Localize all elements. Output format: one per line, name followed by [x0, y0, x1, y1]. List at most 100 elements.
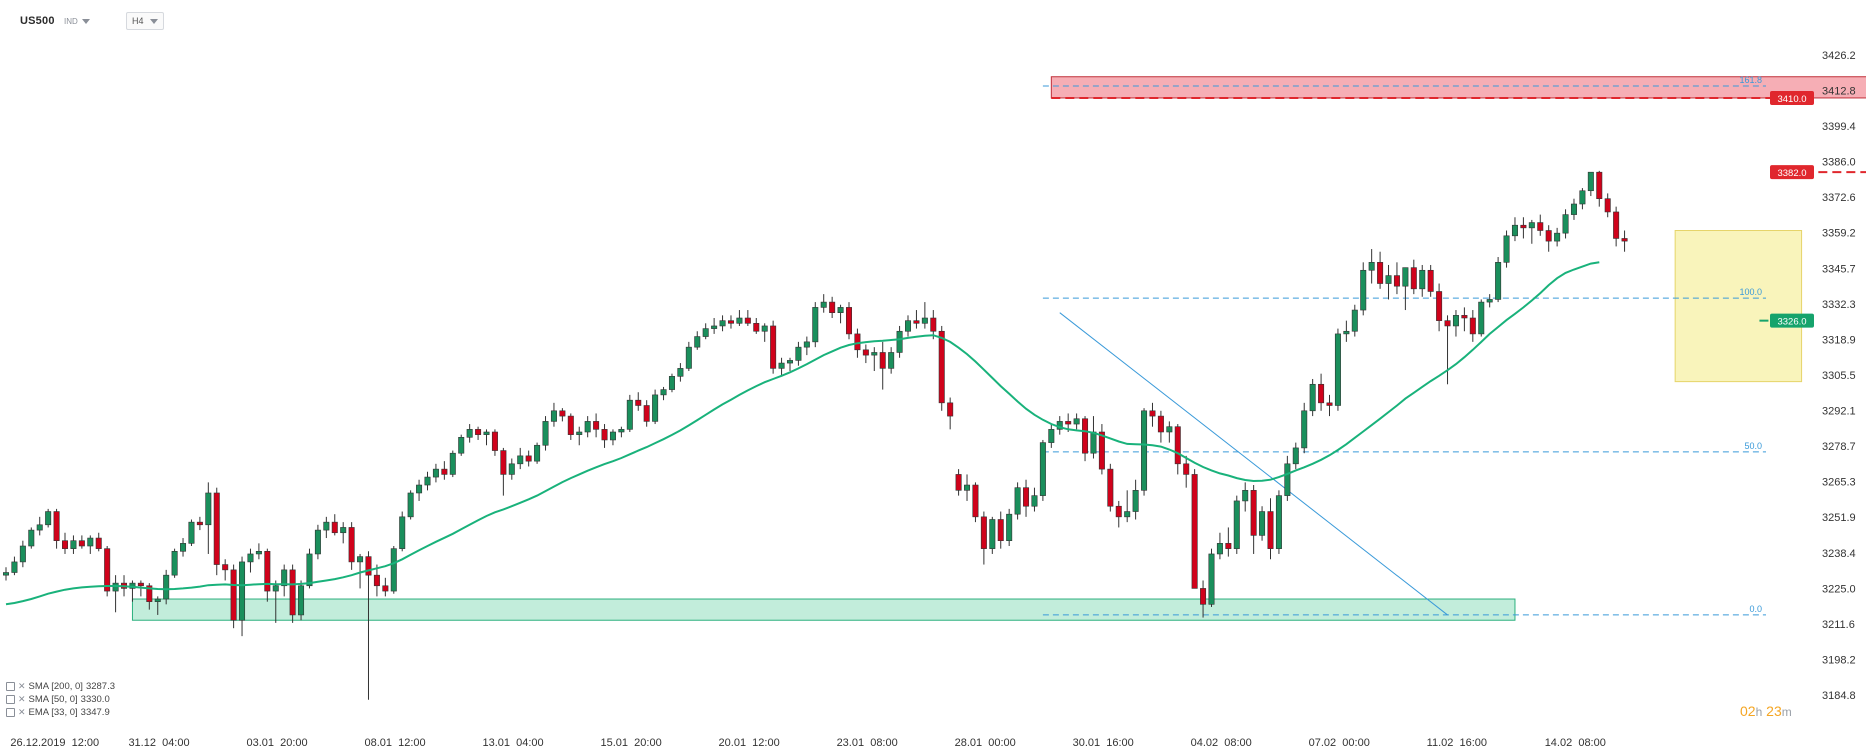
timeframe-selector[interactable]: H4	[126, 12, 164, 30]
candle-body	[1208, 553, 1215, 605]
chevron-down-icon	[81, 18, 90, 24]
candle-body	[87, 537, 94, 547]
instrument-type[interactable]: IND	[64, 12, 90, 30]
settings-icon[interactable]	[6, 682, 15, 691]
settings-icon[interactable]	[6, 708, 15, 717]
candle-body	[812, 307, 819, 343]
candle	[1427, 264, 1434, 297]
close-icon[interactable]: ✕	[18, 681, 26, 691]
price-badge	[1770, 165, 1814, 180]
candle	[171, 548, 178, 578]
candle	[905, 315, 912, 337]
indicator-value: 3287.3	[85, 681, 116, 692]
candle-body	[1360, 269, 1367, 311]
candle-body	[399, 516, 406, 549]
chevron-down-icon	[149, 18, 158, 24]
candle-body	[1528, 222, 1535, 229]
candle-body	[314, 529, 321, 555]
candle	[205, 482, 212, 554]
candle-body	[1436, 291, 1443, 321]
candle	[1554, 227, 1561, 247]
indicator-sma200[interactable]: ✕ SMA [200, 0] 3287.3	[6, 680, 115, 693]
candle-body	[1115, 505, 1122, 518]
candle-body	[1478, 301, 1485, 335]
y-tick-label: 3318.9	[1822, 334, 1856, 346]
candle-body	[112, 582, 119, 592]
indicator-sma50[interactable]: ✕ SMA [50, 0] 3330.0	[6, 693, 115, 706]
candle	[1444, 315, 1451, 385]
candle	[1056, 416, 1063, 435]
candle	[1098, 424, 1105, 475]
candle	[62, 532, 69, 554]
indicator-ema33[interactable]: ✕ EMA [33, 0] 3347.9	[6, 706, 115, 719]
candle	[964, 474, 971, 501]
candle	[525, 450, 532, 467]
x-tick-label: 26.12.2019 12:00	[10, 737, 99, 749]
candle	[955, 469, 962, 496]
candle	[87, 535, 94, 554]
candle	[1351, 304, 1358, 337]
candle	[576, 426, 583, 446]
candle-body	[626, 399, 633, 430]
candle	[1570, 198, 1577, 220]
candle-body	[1385, 275, 1392, 284]
candle	[1461, 307, 1468, 332]
candle-body	[1275, 495, 1282, 549]
fib-level-label: 161.8	[1739, 75, 1762, 85]
candle-body	[331, 521, 338, 534]
y-tick-label: 3251.9	[1822, 512, 1856, 524]
candle	[1073, 413, 1080, 430]
candle	[407, 490, 414, 520]
candle	[323, 516, 330, 539]
candle-body	[584, 421, 591, 433]
candle	[188, 519, 195, 547]
candle-body	[989, 519, 996, 549]
settings-icon[interactable]	[6, 695, 15, 704]
candle-body	[1570, 203, 1577, 215]
symbol-label[interactable]: US500	[20, 15, 55, 27]
candle	[1562, 209, 1569, 239]
candle	[660, 386, 667, 401]
candle	[1275, 490, 1282, 554]
candle-body	[1402, 267, 1409, 287]
candle	[1149, 402, 1156, 427]
candle	[1292, 442, 1299, 470]
candle	[1141, 408, 1148, 496]
candle-body	[255, 551, 262, 555]
candle	[272, 580, 279, 623]
candle-body	[668, 376, 675, 390]
y-tick-label: 3372.6	[1822, 192, 1856, 204]
candle-body	[357, 556, 364, 563]
indicator-label: SMA [50, 0]	[28, 694, 78, 705]
timer-minutes: 23	[1766, 703, 1782, 719]
close-icon[interactable]: ✕	[18, 707, 26, 717]
candle	[517, 447, 524, 470]
timer-minutes-unit: m	[1781, 705, 1792, 719]
candle	[812, 302, 819, 348]
candle-body	[1368, 262, 1375, 271]
candle	[1157, 410, 1164, 443]
candle	[820, 294, 827, 313]
candle-body	[137, 582, 144, 587]
y-tick-label: 3345.7	[1822, 263, 1856, 275]
x-tick-label: 20.01 12:00	[719, 737, 780, 749]
x-tick-label: 07.02 00:00	[1309, 737, 1370, 749]
candle	[289, 564, 296, 623]
candle-body	[1039, 442, 1046, 496]
candle-body	[1495, 262, 1502, 300]
candle-body	[264, 551, 271, 592]
candle-body	[1023, 487, 1030, 507]
candle	[1284, 455, 1291, 501]
candle-body	[407, 492, 414, 518]
candle	[609, 429, 616, 446]
candle-body	[1444, 320, 1451, 327]
candle	[357, 553, 364, 589]
candle	[1326, 394, 1333, 417]
close-icon[interactable]: ✕	[18, 694, 26, 704]
candle	[1419, 264, 1426, 297]
candle	[281, 564, 288, 597]
candle	[1259, 506, 1266, 541]
candle	[1503, 230, 1510, 268]
candle-body	[542, 421, 549, 446]
